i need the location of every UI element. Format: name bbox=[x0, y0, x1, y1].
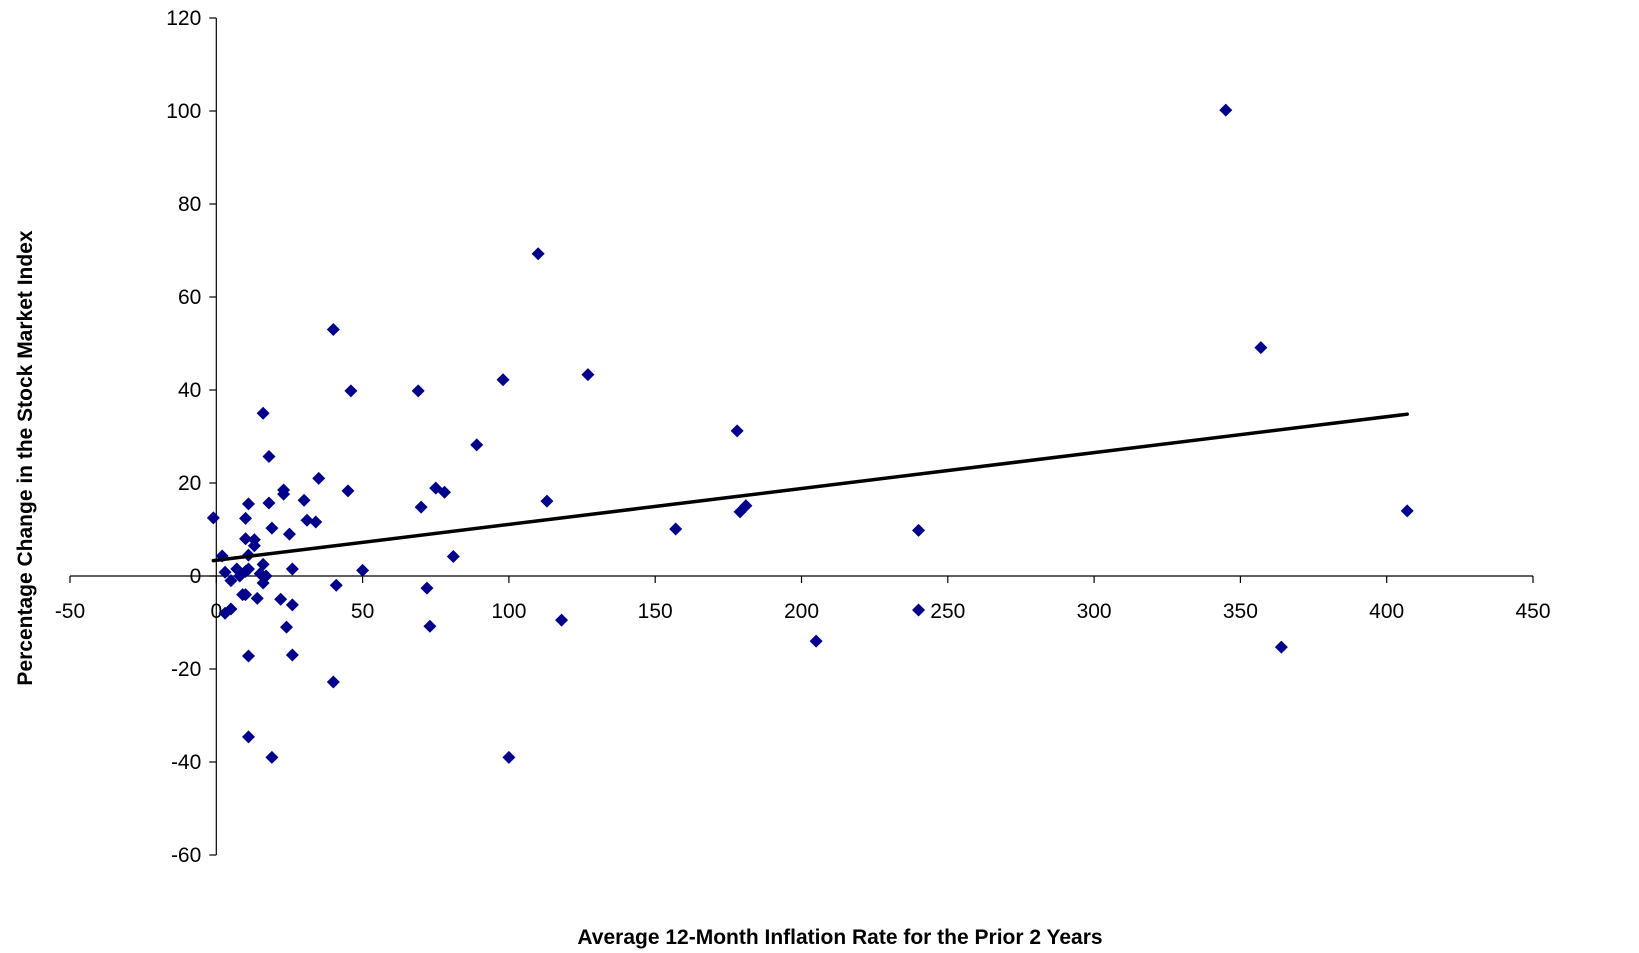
data-point bbox=[470, 438, 484, 452]
y-tick-label: -40 bbox=[171, 751, 201, 774]
data-point bbox=[297, 493, 311, 507]
data-point bbox=[669, 522, 683, 536]
x-axis-title: Average 12-Month Inflation Rate for the … bbox=[577, 926, 1102, 949]
data-point bbox=[262, 496, 276, 510]
y-axis: -60 -40 -20 0 20 40 60 80 100 120 bbox=[166, 7, 217, 867]
data-point bbox=[912, 523, 926, 537]
data-point bbox=[224, 602, 238, 616]
data-point bbox=[730, 424, 744, 438]
data-point bbox=[265, 750, 279, 764]
data-point bbox=[555, 613, 569, 627]
data-point bbox=[1400, 504, 1414, 518]
data-point bbox=[218, 565, 232, 579]
data-point bbox=[247, 539, 261, 553]
data-point bbox=[277, 483, 291, 497]
data-point bbox=[250, 591, 264, 605]
y-axis-title: Percentage Change in the Stock Market In… bbox=[14, 230, 37, 685]
y-tick-label: 20 bbox=[178, 472, 201, 495]
data-point bbox=[739, 499, 753, 513]
x-tick-label: -50 bbox=[55, 600, 85, 623]
data-point bbox=[265, 521, 279, 535]
y-tick-label: 120 bbox=[166, 7, 201, 30]
y-tick-label: 60 bbox=[178, 286, 201, 309]
data-point bbox=[423, 619, 437, 633]
data-point bbox=[256, 557, 270, 571]
y-tick-label: 80 bbox=[178, 193, 201, 216]
data-point bbox=[438, 485, 452, 499]
x-tick-label: 350 bbox=[1223, 600, 1258, 623]
x-tick-label: 450 bbox=[1515, 600, 1550, 623]
data-point bbox=[446, 549, 460, 563]
data-point bbox=[1254, 341, 1268, 355]
data-point bbox=[224, 574, 238, 588]
data-point bbox=[326, 675, 340, 689]
y-tick-label: 40 bbox=[178, 379, 201, 402]
data-point bbox=[414, 500, 428, 514]
trendline-group bbox=[211, 412, 1409, 563]
data-point bbox=[241, 649, 255, 663]
data-point bbox=[274, 592, 288, 606]
data-point bbox=[259, 569, 273, 583]
x-tick-label: 200 bbox=[784, 600, 819, 623]
data-point bbox=[300, 513, 314, 527]
x-tick-label: 150 bbox=[638, 600, 673, 623]
data-point bbox=[285, 562, 299, 576]
data-point bbox=[309, 515, 323, 529]
x-tick-label: 400 bbox=[1369, 600, 1404, 623]
data-point bbox=[540, 494, 554, 508]
data-point bbox=[312, 471, 326, 485]
x-tick-label: 100 bbox=[491, 600, 526, 623]
data-point bbox=[282, 527, 296, 541]
data-point bbox=[809, 634, 823, 648]
data-point bbox=[280, 620, 294, 634]
data-point bbox=[341, 484, 355, 498]
y-tick-label: 100 bbox=[166, 100, 201, 123]
data-point bbox=[531, 247, 545, 261]
data-point bbox=[285, 598, 299, 612]
data-point bbox=[496, 373, 510, 387]
data-point bbox=[344, 384, 358, 398]
y-tick-label: -60 bbox=[171, 844, 201, 867]
data-point bbox=[420, 581, 434, 595]
data-point bbox=[502, 750, 516, 764]
data-point bbox=[256, 406, 270, 420]
data-point bbox=[329, 578, 343, 592]
x-tick-label: 250 bbox=[930, 600, 965, 623]
data-points bbox=[206, 103, 1414, 764]
data-point bbox=[326, 323, 340, 337]
data-point bbox=[241, 562, 255, 576]
data-point bbox=[1219, 103, 1233, 117]
x-axis: -50 0 50 100 150 200 250 300 350 400 450 bbox=[55, 575, 1551, 623]
x-tick-label: 300 bbox=[1077, 600, 1112, 623]
data-point bbox=[241, 497, 255, 511]
data-point bbox=[912, 603, 926, 617]
data-point bbox=[239, 511, 253, 525]
data-point bbox=[356, 563, 370, 577]
data-point bbox=[411, 384, 425, 398]
data-point bbox=[581, 368, 595, 382]
data-point bbox=[241, 730, 255, 744]
data-point bbox=[239, 532, 253, 546]
x-tick-label: 50 bbox=[351, 600, 374, 623]
data-point bbox=[1274, 640, 1288, 654]
data-point bbox=[285, 648, 299, 662]
y-tick-label: -20 bbox=[171, 658, 201, 681]
data-point bbox=[206, 511, 220, 525]
data-point bbox=[239, 588, 253, 602]
y-tick-label: 0 bbox=[190, 565, 202, 588]
trendline bbox=[211, 412, 1409, 563]
data-point bbox=[262, 449, 276, 463]
